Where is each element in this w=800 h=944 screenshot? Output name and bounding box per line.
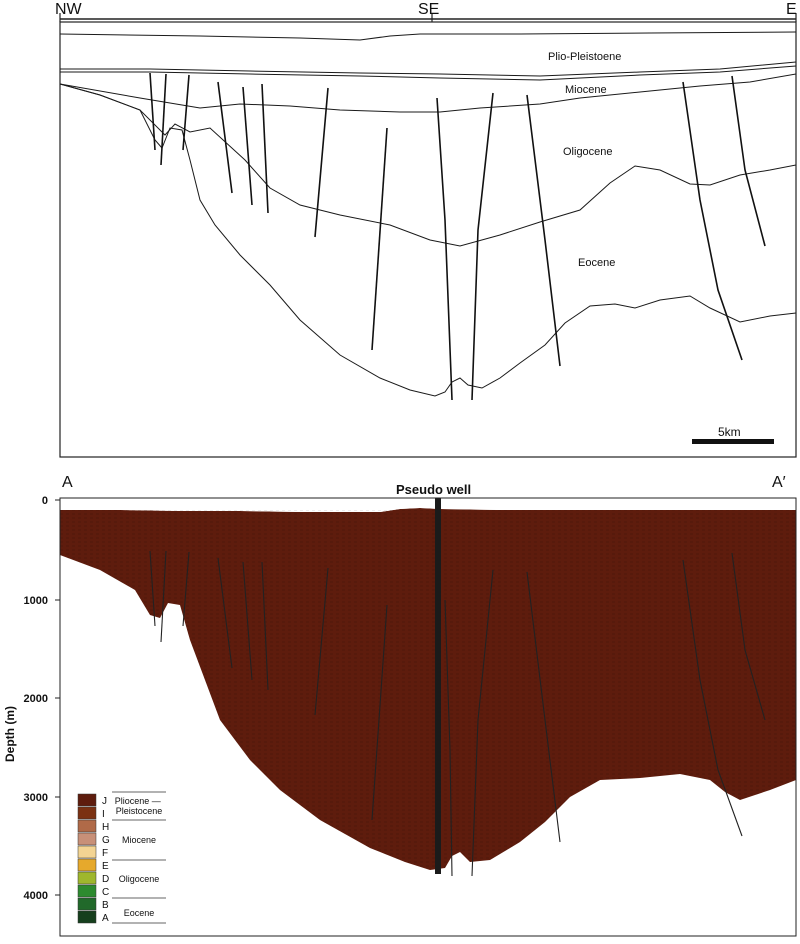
legend-swatch-a: [77, 910, 97, 924]
fault-2: [160, 73, 167, 166]
label-a-prime: A′: [772, 474, 786, 491]
legend-label-e: E: [102, 861, 109, 872]
legend-swatch-d: [77, 871, 97, 885]
legend-label-b: B: [102, 900, 109, 911]
legend-label-j: J: [102, 796, 107, 807]
legend-swatch-c: [77, 884, 97, 898]
legend-swatch-g: [77, 832, 97, 846]
fault-13: [731, 75, 766, 247]
top-section: NW SE E: [55, 1, 797, 458]
facies-texture: [60, 510, 796, 870]
legend-epoch-miocene: Miocene: [122, 835, 156, 845]
bottom-section: A A′ Pseudo well: [3, 474, 797, 937]
ytick-label-2000: 2000: [24, 693, 48, 705]
legend-label-d: D: [102, 874, 109, 885]
pseudo-well: [435, 498, 441, 874]
legend-label-a: A: [102, 913, 109, 924]
formation-plio-pleistocene: Plio-Pleistoene: [548, 51, 621, 63]
legend-swatch-b: [77, 897, 97, 911]
fault-7: [314, 87, 329, 238]
horizon-seafloor: [60, 31, 796, 41]
ytick-label-0: 0: [42, 495, 48, 507]
scale-bar-label: 5km: [718, 425, 741, 439]
legend-epoch-oligocene: Oligocene: [119, 874, 160, 884]
formation-oligocene: Oligocene: [563, 146, 613, 158]
facies-layers: [60, 498, 796, 936]
legend-label-g: G: [102, 835, 110, 846]
fault-b1: [149, 550, 156, 627]
below-basin: [60, 555, 796, 936]
legend-swatch-h: [77, 819, 97, 833]
legend-label-c: C: [102, 887, 109, 898]
legend-epoch-pliocene: Pliocene — Pleistocene: [115, 796, 164, 816]
fault-b5: [242, 561, 253, 681]
fault-b11: [526, 571, 561, 843]
horizon-base-eocene: [60, 83, 796, 397]
fault-b2: [160, 550, 167, 643]
horizon-base-oligocene: [60, 83, 796, 247]
fault-8: [371, 127, 388, 351]
fault-b13: [731, 552, 766, 721]
ytick-label-3000: 3000: [24, 792, 48, 804]
fault-b6: [261, 561, 269, 691]
formation-eocene: Eocene: [578, 257, 615, 269]
label-nw: NW: [55, 1, 83, 18]
fault-b8: [371, 604, 388, 821]
fault-10: [471, 92, 494, 401]
label-a: A: [62, 474, 73, 491]
legend-epoch-eocene: Eocene: [124, 908, 155, 918]
legend-swatch-e: [77, 858, 97, 872]
pseudo-well-label: Pseudo well: [396, 482, 471, 497]
label-e: E: [786, 1, 797, 18]
ytick-label-1000: 1000: [24, 595, 48, 607]
legend-epoch-pliocene-line1: Pliocene —: [115, 796, 161, 806]
fault-b7: [314, 567, 329, 716]
horizon-base-miocene: [60, 73, 796, 113]
fault-5: [242, 86, 253, 206]
legend-swatch-f: [77, 845, 97, 859]
legend-label-h: H: [102, 822, 109, 833]
bottom-frame: [59, 497, 797, 937]
legend-label-i: I: [102, 809, 105, 820]
legend-label-f: F: [102, 848, 108, 859]
scale-bar: [692, 439, 774, 444]
top-horizons: [60, 31, 796, 401]
fault-b4: [217, 557, 233, 669]
fault-b10: [471, 569, 494, 877]
depth-axis: 0 1000 2000 3000 4000 Depth (m): [3, 495, 60, 902]
fault-11: [526, 94, 561, 367]
legend-swatch-j: [77, 793, 97, 807]
fault-6: [261, 83, 269, 214]
fault-3: [182, 74, 190, 151]
legend-swatch-i: [77, 806, 97, 820]
depth-axis-label: Depth (m): [3, 706, 17, 762]
horizon-base-plio-pleistocene-2: [60, 65, 796, 81]
fault-12: [682, 81, 743, 361]
fault-b9: [444, 599, 453, 877]
fault-1: [149, 72, 156, 151]
formation-miocene: Miocene: [565, 84, 607, 96]
horizon-base-plio-pleistocene: [60, 61, 796, 77]
water-column: [60, 498, 796, 512]
label-se: SE: [418, 1, 439, 18]
fault-b12: [682, 559, 743, 837]
ytick-label-4000: 4000: [24, 890, 48, 902]
fault-9: [436, 97, 453, 401]
fault-4: [217, 81, 233, 194]
fault-b3: [182, 551, 190, 627]
legend-epoch-pliocene-line2: Pleistocene: [116, 806, 163, 816]
